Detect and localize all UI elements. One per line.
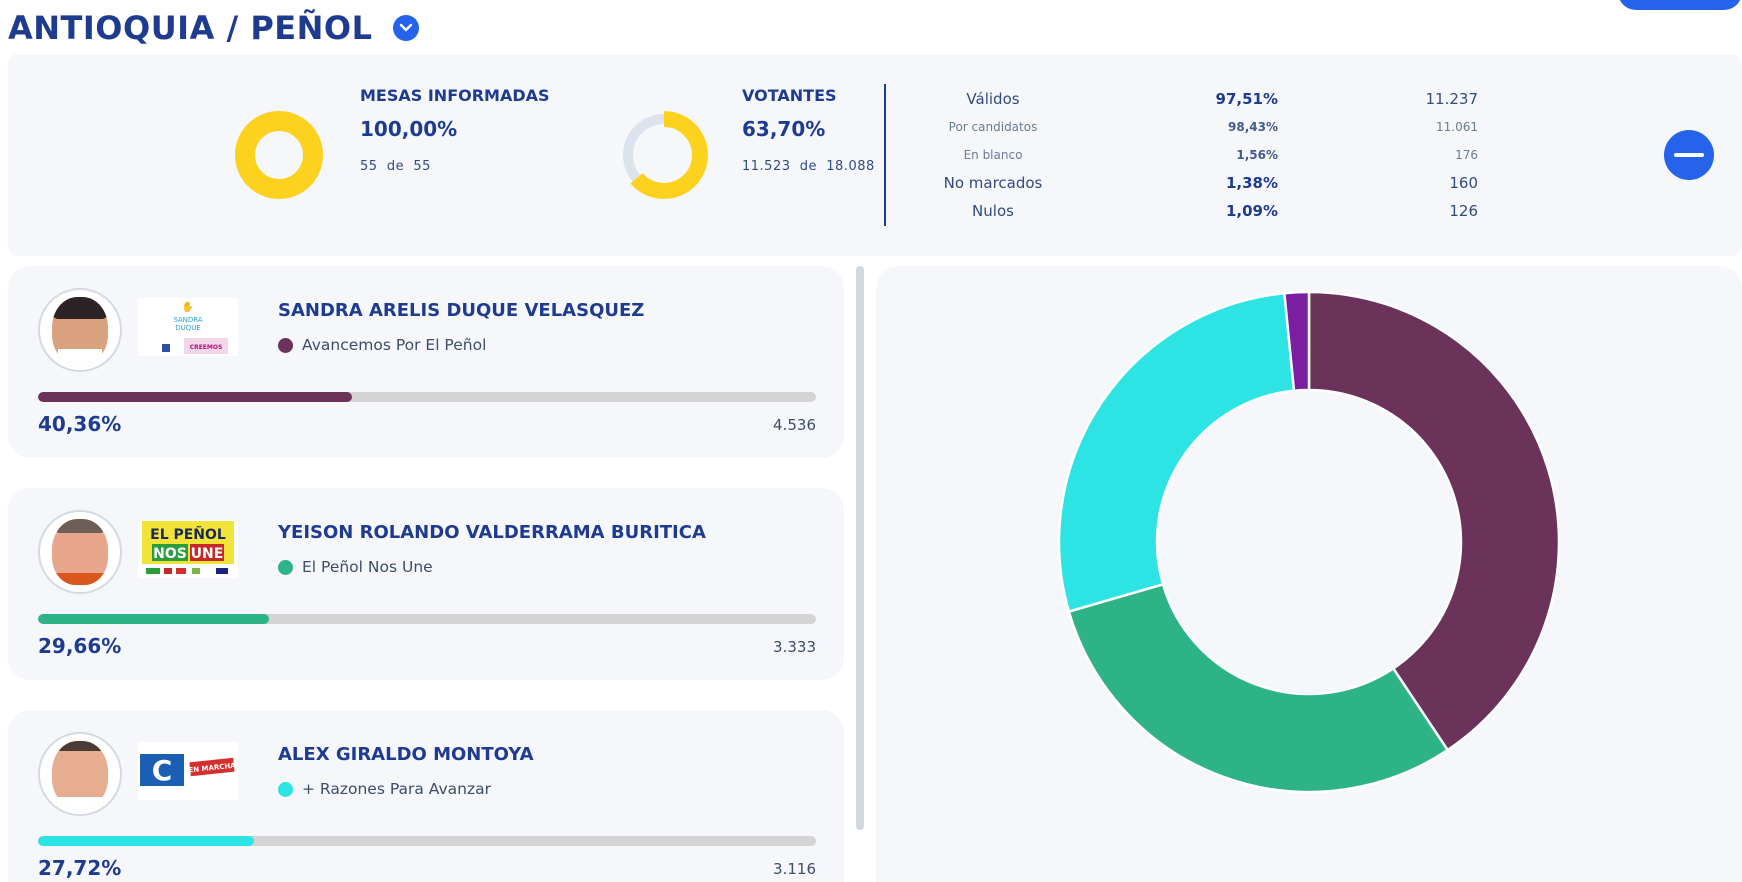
candidate-name: SANDRA ARELIS DUQUE VELASQUEZ <box>278 300 645 321</box>
breakdown-count: 11.237 <box>1425 90 1479 108</box>
donut-slice[interactable] <box>1057 291 1296 614</box>
mesas-gauge <box>235 111 323 199</box>
votantes-gauge <box>620 111 708 199</box>
breakdown-label: Nulos <box>972 202 1014 220</box>
breakdown-label: Por candidatos <box>948 120 1038 134</box>
candidate-votes: 3.333 <box>773 638 816 656</box>
vote-bar-fill <box>38 614 269 624</box>
mesas-label: MESAS INFORMADAS <box>360 86 550 105</box>
chevron-down-icon[interactable] <box>392 15 419 41</box>
mesas-total-value: 55 <box>413 159 431 174</box>
breakdown-row-en-blanco: En blanco 1,56% 176 <box>928 142 1488 170</box>
votantes-block: VOTANTES 63,70% 11.523 de 18.088 <box>742 86 875 174</box>
party-logo: EL PEÑOL NOS UNE <box>138 520 238 578</box>
breakdown-count: 160 <box>1449 174 1478 192</box>
logo-text: SANDRA <box>173 316 203 324</box>
candidate-name: ALEX GIRALDO MONTOYA <box>278 744 534 765</box>
candidate-pct: 27,72% <box>38 856 122 880</box>
vote-bar-track <box>38 392 816 402</box>
party-logo: ✋ SANDRA DUQUE CREEMOS <box>138 298 238 356</box>
candidate-pct: 40,36% <box>38 412 122 436</box>
candidate-photo <box>52 297 108 363</box>
mesas-count-value: 55 <box>360 159 378 174</box>
party-color-dot <box>278 559 293 575</box>
votantes-count: 11.523 de 18.088 <box>742 159 875 174</box>
top-action-button[interactable] <box>1618 0 1742 10</box>
candidate-card[interactable]: C EN MARCHA ALEX GIRALDO MONTOYA + Razon… <box>8 710 844 882</box>
breakdown-count: 11.061 <box>1436 120 1478 134</box>
candidate-photo <box>52 741 108 807</box>
candidate-avatar <box>38 732 122 816</box>
breakdown-row-validos: Válidos 97,51% 11.237 <box>928 86 1488 114</box>
logo-text: NOS <box>153 546 187 562</box>
logo-text: DUQUE <box>175 324 201 332</box>
candidate-list[interactable]: ✋ SANDRA DUQUE CREEMOS SANDRA ARELIS DUQ… <box>8 266 848 882</box>
breakdown-row-no-marcados: No marcados 1,38% 160 <box>928 170 1488 198</box>
results-chart-panel <box>876 266 1742 882</box>
logo-text: UNE <box>191 546 224 562</box>
page-header: ANTIOQUIA / PEÑOL <box>8 8 419 48</box>
donut-slice[interactable] <box>1282 290 1311 393</box>
votantes-count-value: 11.523 <box>742 159 791 174</box>
breakdown-count: 176 <box>1455 148 1478 162</box>
logo-text: EL PEÑOL <box>150 526 226 543</box>
breakdown-label: Válidos <box>966 90 1020 108</box>
breakdown-pct: 1,56% <box>1236 148 1278 162</box>
vote-bar-track <box>38 836 816 846</box>
donut-slice[interactable] <box>1067 582 1450 794</box>
candidate-avatar <box>38 288 122 372</box>
candidate-photo <box>52 519 108 585</box>
breakdown-label: No marcados <box>943 174 1043 192</box>
candidate-votes: 4.536 <box>773 416 816 434</box>
party-name: + Razones Para Avanzar <box>302 780 491 798</box>
candidate-pct: 29,66% <box>38 634 122 658</box>
party-name: El Peñol Nos Une <box>302 558 433 576</box>
mesas-pct: 100,00% <box>360 117 458 141</box>
party-label: Avancemos Por El Peñol <box>278 336 486 354</box>
votes-breakdown: Válidos 97,51% 11.237 Por candidatos 98,… <box>928 86 1488 226</box>
candidate-list-scrollbar[interactable] <box>856 266 864 830</box>
donut-slice[interactable] <box>1307 290 1561 752</box>
results-donut-chart <box>1057 290 1561 794</box>
stats-divider <box>884 84 886 226</box>
page-title: ANTIOQUIA / PEÑOL <box>8 9 373 47</box>
vote-bar-fill <box>38 836 254 846</box>
votantes-label: VOTANTES <box>742 86 837 105</box>
logo-text: C <box>152 754 173 787</box>
candidate-card[interactable]: ✋ SANDRA DUQUE CREEMOS SANDRA ARELIS DUQ… <box>8 266 844 458</box>
minus-bar <box>1674 153 1704 157</box>
breakdown-label: En blanco <box>963 148 1023 162</box>
minus-icon[interactable] <box>1664 130 1714 180</box>
party-color-dot <box>278 781 293 797</box>
breakdown-pct: 97,51% <box>1215 90 1278 108</box>
party-label: El Peñol Nos Une <box>278 558 433 576</box>
party-color-dot <box>278 337 293 353</box>
candidate-votes: 3.116 <box>773 860 816 878</box>
candidate-name: YEISON ROLANDO VALDERRAMA BURITICA <box>278 522 706 543</box>
votantes-total-value: 18.088 <box>826 159 875 174</box>
vote-bar-fill <box>38 392 352 402</box>
votantes-of-word: de <box>799 159 818 174</box>
stats-panel: MESAS INFORMADAS 100,00% 55 de 55 VOTANT… <box>8 54 1742 256</box>
breakdown-pct: 98,43% <box>1228 120 1278 134</box>
breakdown-count: 126 <box>1449 202 1478 220</box>
svg-text:✋: ✋ <box>182 300 194 313</box>
party-logo: C EN MARCHA <box>138 742 238 800</box>
party-label: + Razones Para Avanzar <box>278 780 491 798</box>
mesas-count: 55 de 55 <box>360 159 550 174</box>
candidate-card[interactable]: EL PEÑOL NOS UNE YEISON ROLANDO VALDERRA… <box>8 488 844 680</box>
breakdown-row-por-candidatos: Por candidatos 98,43% 11.061 <box>928 114 1488 142</box>
mesas-of-word: de <box>386 159 405 174</box>
votantes-pct: 63,70% <box>742 117 826 141</box>
logo-text: CREEMOS <box>190 344 223 351</box>
vote-bar-track <box>38 614 816 624</box>
party-name: Avancemos Por El Peñol <box>302 336 487 354</box>
breakdown-pct: 1,09% <box>1225 202 1278 220</box>
mesas-block: MESAS INFORMADAS 100,00% 55 de 55 <box>360 86 550 174</box>
breakdown-row-nulos: Nulos 1,09% 126 <box>928 198 1488 226</box>
breakdown-pct: 1,38% <box>1225 174 1278 192</box>
candidate-avatar <box>38 510 122 594</box>
